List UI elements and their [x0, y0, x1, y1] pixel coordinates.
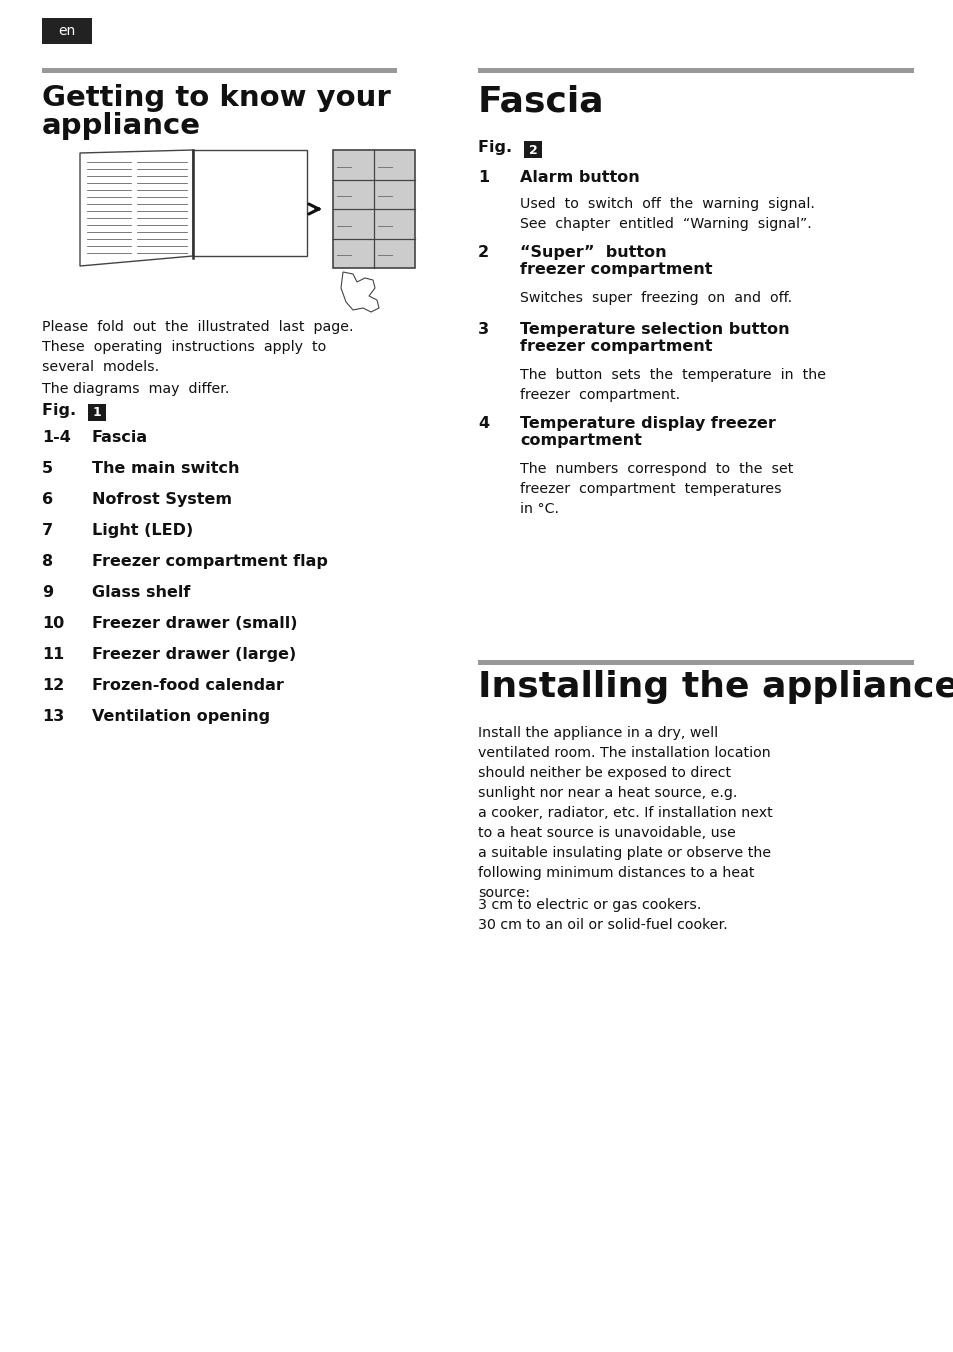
- Text: 7: 7: [42, 523, 53, 538]
- Text: Temperature display freezer
compartment: Temperature display freezer compartment: [519, 416, 775, 449]
- Text: 11: 11: [42, 648, 64, 662]
- Text: Ventilation opening: Ventilation opening: [91, 708, 270, 725]
- Text: Switches  super  freezing  on  and  off.: Switches super freezing on and off.: [519, 291, 791, 306]
- Text: Fascia: Fascia: [91, 430, 148, 445]
- Polygon shape: [193, 150, 307, 256]
- Bar: [42, 18, 91, 45]
- Text: 1-4: 1-4: [42, 430, 71, 445]
- Text: 4: 4: [477, 416, 489, 431]
- Text: The  numbers  correspond  to  the  set
freezer  compartment  temperatures
in °C.: The numbers correspond to the set freeze…: [519, 462, 793, 516]
- Polygon shape: [340, 272, 378, 312]
- Text: 10: 10: [42, 617, 64, 631]
- Text: 8: 8: [42, 554, 53, 569]
- Text: 3 cm to electric or gas cookers.
30 cm to an oil or solid-fuel cooker.: 3 cm to electric or gas cookers. 30 cm t…: [477, 898, 727, 932]
- Text: 2: 2: [528, 143, 537, 157]
- Text: Fig.: Fig.: [42, 403, 82, 418]
- Text: The main switch: The main switch: [91, 461, 239, 476]
- Bar: [333, 150, 415, 268]
- Text: The  button  sets  the  temperature  in  the
freezer  compartment.: The button sets the temperature in the f…: [519, 368, 825, 402]
- Text: Used  to  switch  off  the  warning  signal.
See  chapter  entitled  “Warning  s: Used to switch off the warning signal. S…: [519, 197, 814, 231]
- Bar: [477, 68, 913, 73]
- Text: Freezer drawer (large): Freezer drawer (large): [91, 648, 296, 662]
- Text: Fig.: Fig.: [477, 141, 517, 155]
- Text: 1: 1: [92, 407, 101, 419]
- Text: Install the appliance in a dry, well
ventilated room. The installation location
: Install the appliance in a dry, well ven…: [477, 726, 772, 900]
- Text: Temperature selection button
freezer compartment: Temperature selection button freezer com…: [519, 322, 789, 354]
- Text: The diagrams  may  differ.: The diagrams may differ.: [42, 383, 229, 396]
- Bar: [42, 68, 396, 73]
- Text: 9: 9: [42, 585, 53, 600]
- Text: 1: 1: [477, 170, 489, 185]
- Bar: [523, 141, 541, 158]
- Text: 13: 13: [42, 708, 64, 725]
- Text: “Super”  button
freezer compartment: “Super” button freezer compartment: [519, 245, 712, 277]
- Text: Please  fold  out  the  illustrated  last  page.
These  operating  instructions : Please fold out the illustrated last pag…: [42, 320, 354, 375]
- Text: 2: 2: [477, 245, 489, 260]
- Text: Installing the appliance: Installing the appliance: [477, 671, 953, 704]
- Text: Alarm button: Alarm button: [519, 170, 639, 185]
- Text: Getting to know your: Getting to know your: [42, 84, 391, 112]
- Text: Glass shelf: Glass shelf: [91, 585, 191, 600]
- Text: en: en: [58, 24, 75, 38]
- Text: Freezer drawer (small): Freezer drawer (small): [91, 617, 297, 631]
- Text: appliance: appliance: [42, 112, 201, 141]
- Bar: [477, 660, 913, 665]
- Polygon shape: [80, 150, 193, 266]
- Text: 5: 5: [42, 461, 53, 476]
- Text: 12: 12: [42, 677, 64, 694]
- Text: Frozen-food calendar: Frozen-food calendar: [91, 677, 284, 694]
- Text: Nofrost System: Nofrost System: [91, 492, 232, 507]
- Text: Fascia: Fascia: [477, 84, 604, 118]
- Bar: [88, 404, 106, 420]
- Text: 3: 3: [477, 322, 489, 337]
- Text: Freezer compartment flap: Freezer compartment flap: [91, 554, 328, 569]
- Text: Light (LED): Light (LED): [91, 523, 193, 538]
- Text: 6: 6: [42, 492, 53, 507]
